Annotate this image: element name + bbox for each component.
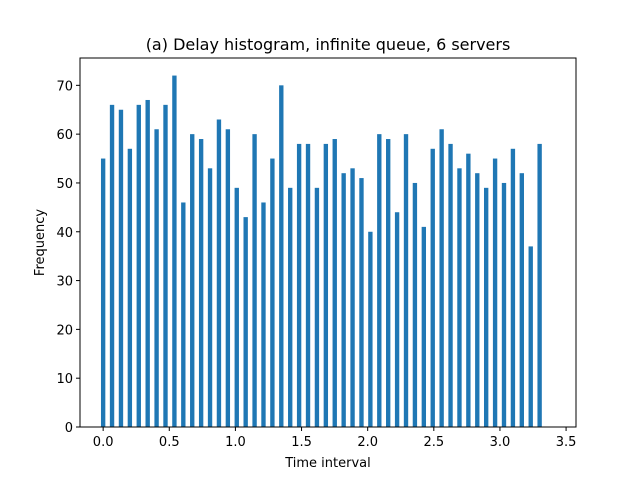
- x-tick-label: 0.5: [159, 435, 180, 450]
- bar: [207, 168, 213, 428]
- bar: [483, 187, 489, 427]
- bar: [172, 75, 177, 428]
- x-tick-label: 2.0: [357, 435, 378, 450]
- y-tick-label: 60: [56, 128, 73, 143]
- bar: [439, 129, 444, 427]
- y-tick-label: 50: [56, 177, 73, 192]
- bar: [296, 143, 302, 427]
- y-tick-label: 70: [56, 79, 73, 94]
- x-tick-label: 2.5: [423, 435, 444, 450]
- bar: [100, 158, 106, 428]
- bar: [492, 158, 498, 428]
- bar: [243, 217, 248, 427]
- bar: [127, 148, 133, 428]
- bar: [234, 187, 239, 427]
- y-axis-label: Frequency: [33, 209, 48, 276]
- bar: [181, 202, 186, 427]
- bar: [323, 143, 329, 427]
- bar: [519, 173, 524, 427]
- bar: [510, 148, 516, 428]
- bar: [528, 246, 533, 427]
- x-tick-label: 1.5: [291, 435, 312, 450]
- bar: [145, 99, 150, 427]
- bar: [421, 226, 427, 427]
- bar: [350, 168, 355, 428]
- bar: [403, 134, 409, 427]
- y-tick-label: 20: [56, 323, 73, 338]
- bars-group: [100, 75, 542, 428]
- bar: [475, 173, 480, 427]
- bar: [314, 187, 320, 427]
- bar: [252, 134, 257, 427]
- bar: [448, 143, 453, 427]
- bar: [430, 148, 435, 428]
- bar: [377, 134, 382, 427]
- y-tick-label: 40: [56, 226, 73, 241]
- x-tick-label: 3.5: [556, 435, 577, 450]
- bar: [412, 182, 418, 427]
- x-tick-label: 1.0: [225, 435, 246, 450]
- x-axis-label: Time interval: [284, 456, 371, 471]
- y-tick-label: 30: [56, 275, 73, 290]
- plot-frame: [79, 57, 577, 428]
- bar: [501, 182, 507, 427]
- bar: [190, 134, 195, 427]
- bar: [198, 139, 204, 427]
- x-tick-label: 0.0: [93, 435, 114, 450]
- bar: [118, 109, 124, 427]
- y-axis-ticks: 0 10 20 30 40 50 60 70: [56, 79, 80, 436]
- bar: [394, 212, 400, 427]
- bar: [537, 143, 542, 427]
- bar: [270, 158, 275, 428]
- bar: [466, 153, 471, 427]
- bar: [136, 104, 141, 427]
- bar: [305, 143, 311, 427]
- bar: [163, 104, 168, 427]
- bar: [154, 129, 159, 427]
- bar: [216, 119, 222, 427]
- bar: [288, 187, 293, 427]
- bar: [368, 231, 373, 427]
- bar: [332, 139, 337, 427]
- y-tick-label: 10: [56, 372, 73, 387]
- bar: [279, 85, 284, 427]
- bar: [261, 202, 266, 427]
- bar: [109, 104, 115, 427]
- bar: [457, 168, 462, 428]
- x-axis-ticks: 0.0 0.5 1.0 1.5 2.0 2.5 3.0 3.5: [93, 427, 577, 450]
- y-tick-label: 0: [65, 421, 73, 436]
- bar: [386, 139, 391, 427]
- bar: [341, 173, 346, 427]
- x-tick-label: 3.0: [490, 435, 511, 450]
- chart-title: (a) Delay histogram, infinite queue, 6 s…: [146, 35, 511, 54]
- bar: [359, 178, 364, 427]
- bar: [225, 129, 231, 427]
